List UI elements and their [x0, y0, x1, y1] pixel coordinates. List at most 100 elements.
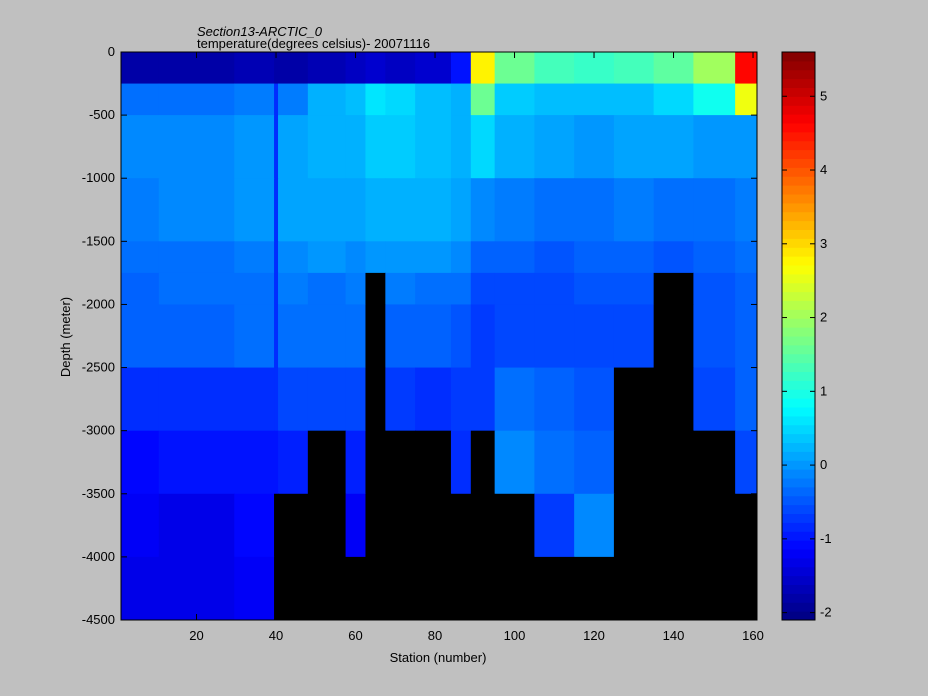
x-tick-label: 140: [663, 628, 685, 643]
temperature-cell: [158, 493, 235, 558]
temperature-cell: [307, 304, 347, 369]
temperature-cell: [693, 304, 736, 369]
temperature-cell: [234, 272, 275, 306]
colorbar-step: [782, 60, 815, 71]
temperature-cell: [385, 115, 416, 179]
temperature-cell: [494, 367, 535, 432]
seafloor-cell: [415, 493, 452, 558]
seafloor-cell: [307, 493, 347, 558]
colorbar-step: [782, 158, 815, 168]
colorbar-step: [782, 238, 815, 248]
y-tick-label: -1000: [82, 170, 115, 185]
seafloor-cell: [534, 556, 575, 620]
temperature-cell: [121, 430, 160, 495]
temperature-cell: [365, 241, 386, 274]
colorbar-step: [782, 566, 815, 577]
temperature-cell: [574, 178, 615, 242]
temperature-cell: [415, 367, 452, 432]
colorbar-step: [782, 531, 815, 541]
temperature-cell: [534, 83, 575, 116]
temperature-cell: [415, 52, 452, 85]
y-axis: 0 -500 -1000 -1500 -2000 -2500 -3000 -3500 -4000…: [82, 44, 757, 627]
seafloor-cell: [365, 367, 386, 432]
colorbar-step: [782, 602, 815, 612]
seafloor-cell: [365, 272, 386, 306]
temperature-cell: [274, 367, 279, 432]
temperature-cell: [450, 430, 472, 495]
temperature-cell: [494, 304, 535, 369]
temperature-cell: [278, 367, 309, 432]
temperature-cell: [735, 367, 757, 432]
temperature-cell: [274, 304, 279, 369]
temperature-cell: [613, 272, 655, 306]
temperature-cell: [470, 272, 496, 306]
colorbar-step: [782, 451, 815, 461]
x-tick-label: 20: [189, 628, 203, 643]
temperature-cell: [307, 272, 347, 306]
temperature-cell: [450, 83, 472, 116]
temperature-cell: [574, 430, 615, 495]
plot-frame: [120, 51, 758, 621]
temperature-cell: [365, 52, 386, 85]
seafloor-cell: [613, 367, 655, 432]
temperature-cell: [158, 83, 235, 116]
figure-title-line1: Section13-ARCTIC_0: [197, 24, 323, 39]
temperature-cell: [534, 367, 575, 432]
y-tick-label: -3500: [82, 486, 115, 501]
temperature-cell: [470, 367, 496, 432]
colorbar-step: [782, 495, 815, 506]
temperature-cell: [385, 83, 416, 116]
temperature-cell: [345, 272, 367, 306]
temperature-cell: [307, 367, 347, 432]
temperature-cell: [470, 241, 496, 274]
colorbar-tick-label: 5: [820, 88, 827, 103]
temperature-cell: [653, 115, 694, 179]
temperature-cell: [345, 52, 367, 85]
temperature-cell: [574, 493, 615, 558]
temperature-cell: [234, 493, 275, 558]
temperature-cell: [735, 52, 757, 85]
seafloor-cell: [693, 556, 736, 620]
temperature-cell: [613, 304, 655, 369]
temperature-cell: [121, 52, 160, 85]
temperature-cell: [613, 115, 655, 179]
temperature-cell: [534, 241, 575, 274]
y-tick-label: -2500: [82, 360, 115, 375]
temperature-cell: [693, 367, 736, 432]
colorbar-step: [782, 557, 815, 568]
colorbar-step: [782, 478, 815, 488]
seafloor-cell: [613, 493, 655, 558]
temperature-cell: [470, 304, 496, 369]
y-tick-label: -4500: [82, 612, 115, 627]
temperature-cell: [158, 178, 235, 242]
temperature-cell: [278, 272, 309, 306]
seafloor-cell: [653, 304, 694, 369]
temperature-cell: [653, 241, 694, 274]
temperature-cell: [693, 178, 736, 242]
temperature-cell: [470, 52, 496, 85]
temperature-cell: [450, 304, 472, 369]
seafloor-cell: [278, 556, 309, 620]
colorbar-step: [782, 291, 815, 302]
temperature-cell: [450, 115, 472, 179]
temperature-cell: [613, 83, 655, 116]
colorbar-frame: [781, 51, 816, 621]
colorbar-step: [782, 344, 815, 355]
temperature-cell: [158, 115, 235, 179]
colorbar-step: [782, 504, 815, 515]
x-tick-label: 160: [742, 628, 764, 643]
temperature-cell: [278, 83, 309, 116]
seafloor-cell: [470, 430, 496, 495]
colorbar-step: [782, 353, 815, 364]
temperature-cell: [415, 241, 452, 274]
temperature-cell: [735, 115, 757, 179]
temperature-cell: [415, 83, 452, 116]
colorbar-step: [782, 123, 815, 133]
colorbar-step: [782, 247, 815, 257]
colorbar-step: [782, 593, 815, 603]
colorbar-step: [782, 336, 815, 346]
temperature-cell: [534, 430, 575, 495]
temperature-cell: [234, 304, 275, 369]
temperature-cell: [121, 272, 160, 306]
